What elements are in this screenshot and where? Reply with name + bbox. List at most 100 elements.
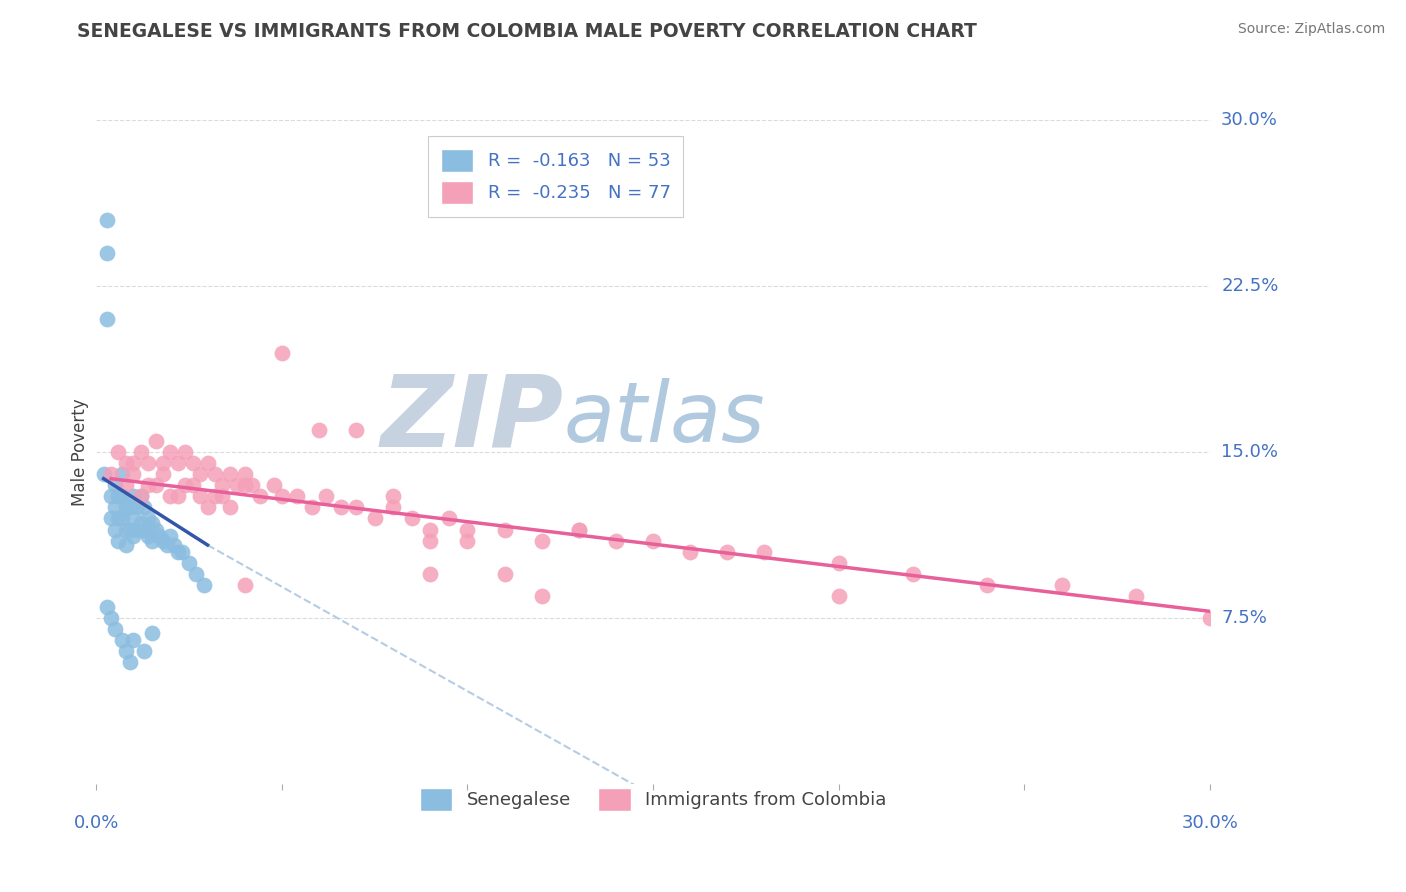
Point	[96, 312, 118, 326]
Point	[419, 566, 441, 581]
Point	[716, 544, 738, 558]
Point	[141, 533, 163, 548]
Point	[159, 489, 181, 503]
Point	[218, 467, 240, 482]
Point	[568, 523, 591, 537]
Point	[145, 478, 167, 492]
Point	[129, 489, 152, 503]
Point	[193, 578, 215, 592]
Point	[167, 489, 190, 503]
Text: 30.0%: 30.0%	[1222, 112, 1278, 129]
Point	[118, 523, 141, 537]
Point	[145, 523, 167, 537]
Point	[136, 478, 159, 492]
Point	[129, 516, 152, 530]
Point	[134, 644, 156, 658]
Point	[679, 544, 702, 558]
Point	[136, 511, 159, 525]
Point	[233, 478, 256, 492]
Point	[204, 467, 226, 482]
Point	[122, 511, 145, 525]
Point	[263, 478, 285, 492]
Point	[363, 511, 385, 525]
Text: 15.0%: 15.0%	[1222, 443, 1278, 461]
Point	[159, 529, 181, 543]
Point	[136, 529, 159, 543]
Point	[181, 456, 204, 470]
Point	[301, 500, 323, 515]
Point	[1050, 578, 1073, 592]
Text: ZIP: ZIP	[381, 370, 564, 467]
Point	[1125, 589, 1147, 603]
Point	[107, 489, 129, 503]
Point	[129, 445, 152, 459]
Point	[122, 456, 145, 470]
Point	[177, 556, 200, 570]
Point	[141, 516, 163, 530]
Text: Source: ZipAtlas.com: Source: ZipAtlas.com	[1237, 22, 1385, 37]
Point	[204, 489, 226, 503]
Point	[530, 533, 553, 548]
Point	[107, 445, 129, 459]
Text: 30.0%: 30.0%	[1181, 814, 1239, 832]
Point	[96, 213, 118, 227]
Text: atlas: atlas	[564, 378, 766, 459]
Point	[96, 599, 118, 614]
Point	[270, 345, 292, 359]
Point	[211, 489, 233, 503]
Point	[197, 500, 219, 515]
Point	[270, 489, 292, 503]
Point	[129, 489, 152, 503]
Text: 22.5%: 22.5%	[1222, 277, 1278, 295]
Point	[152, 533, 174, 548]
Point	[141, 626, 163, 640]
Point	[111, 511, 134, 525]
Point	[125, 500, 148, 515]
Text: 7.5%: 7.5%	[1222, 609, 1267, 627]
Point	[456, 523, 478, 537]
Point	[148, 529, 170, 543]
Point	[100, 611, 122, 625]
Point	[344, 423, 367, 437]
Point	[167, 456, 190, 470]
Point	[568, 523, 591, 537]
Point	[115, 644, 138, 658]
Point	[134, 523, 156, 537]
Point	[145, 434, 167, 448]
Point	[136, 456, 159, 470]
Point	[344, 500, 367, 515]
Point	[197, 456, 219, 470]
Point	[188, 489, 211, 503]
Text: 0.0%: 0.0%	[73, 814, 120, 832]
Point	[233, 578, 256, 592]
Point	[134, 500, 156, 515]
Point	[188, 467, 211, 482]
Point	[494, 523, 516, 537]
Point	[233, 467, 256, 482]
Point	[167, 544, 190, 558]
Point	[163, 538, 186, 552]
Point	[152, 456, 174, 470]
Point	[118, 655, 141, 669]
Point	[330, 500, 353, 515]
Point	[901, 566, 924, 581]
Point	[115, 523, 138, 537]
Point	[111, 489, 134, 503]
Point	[754, 544, 776, 558]
Point	[115, 478, 138, 492]
Point	[111, 633, 134, 648]
Point	[186, 566, 208, 581]
Point	[104, 523, 127, 537]
Point	[226, 478, 249, 492]
Point	[118, 500, 141, 515]
Text: SENEGALESE VS IMMIGRANTS FROM COLOMBIA MALE POVERTY CORRELATION CHART: SENEGALESE VS IMMIGRANTS FROM COLOMBIA M…	[77, 22, 977, 41]
Point	[100, 467, 122, 482]
Point	[315, 489, 337, 503]
Point	[976, 578, 998, 592]
Point	[382, 500, 405, 515]
Point	[181, 478, 204, 492]
Point	[115, 500, 138, 515]
Point	[456, 533, 478, 548]
Point	[828, 589, 851, 603]
Point	[100, 511, 122, 525]
